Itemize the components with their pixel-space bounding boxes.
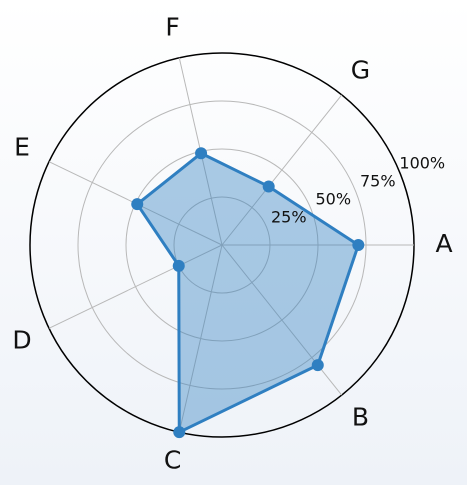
data-point — [131, 198, 144, 211]
spoke — [221, 94, 343, 246]
data-point — [352, 239, 365, 251]
spoke — [48, 244, 223, 329]
data-point — [262, 180, 275, 193]
r-tick-label: 100% — [399, 154, 445, 173]
category-label: G — [351, 55, 370, 84]
category-label: E — [14, 133, 30, 162]
r-tick-label: 75% — [360, 172, 396, 191]
category-label: C — [164, 445, 181, 474]
category-label: A — [435, 229, 452, 258]
radar-area — [135, 151, 360, 434]
data-point — [172, 259, 185, 272]
category-label: B — [352, 403, 369, 432]
data-point — [311, 359, 324, 372]
spoke — [221, 244, 343, 396]
r-tick-label: 25% — [271, 208, 307, 227]
r-tick-label: 50% — [315, 190, 351, 209]
data-point — [195, 147, 208, 160]
category-label: D — [12, 325, 31, 354]
spoke — [178, 244, 223, 433]
data-point — [173, 426, 186, 439]
category-label: F — [165, 13, 179, 42]
